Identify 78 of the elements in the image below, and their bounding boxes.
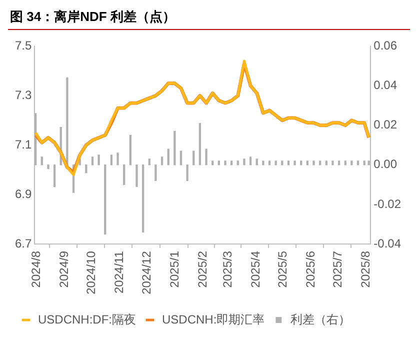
bar bbox=[332, 160, 334, 166]
x-tick-label: 2025/7 bbox=[330, 250, 345, 288]
legend-label: 利差（右） bbox=[290, 312, 351, 326]
y2-tick-label: 0.02 bbox=[374, 118, 398, 132]
y2-tick-label: -0.02 bbox=[374, 196, 402, 211]
bar bbox=[40, 156, 43, 166]
x-tick-label: 2025/5 bbox=[276, 250, 290, 288]
bar bbox=[249, 156, 252, 166]
x-tick-label: 2024/9 bbox=[57, 250, 72, 288]
x-tick-label: 2025/4 bbox=[248, 250, 263, 288]
bar bbox=[356, 160, 360, 166]
bar bbox=[318, 160, 322, 166]
bar bbox=[224, 160, 226, 166]
bar bbox=[66, 78, 68, 166]
bar bbox=[47, 164, 50, 170]
bar bbox=[262, 160, 264, 166]
bar bbox=[91, 156, 94, 166]
bar bbox=[85, 164, 88, 174]
y2-tick-label: -0.04 bbox=[374, 236, 402, 250]
bar bbox=[230, 160, 233, 166]
bar bbox=[205, 148, 208, 166]
bar bbox=[180, 150, 182, 166]
bar bbox=[344, 160, 346, 166]
bar bbox=[142, 164, 144, 232]
legend-label: USDCNH:DF:隔夜 bbox=[38, 312, 136, 326]
legend-label: USDCNH:即期汇率 bbox=[162, 312, 265, 326]
x-tick-label: 2024/8 bbox=[29, 250, 44, 288]
bar bbox=[198, 123, 202, 166]
x-tick-label: 2025/6 bbox=[304, 250, 318, 288]
bar bbox=[154, 164, 157, 182]
bar bbox=[174, 130, 176, 166]
bar bbox=[212, 160, 214, 166]
bar bbox=[281, 160, 284, 166]
y2-tick-label: 0.00 bbox=[374, 157, 398, 172]
bar bbox=[104, 164, 106, 234]
bar bbox=[148, 158, 150, 166]
x-tick-label: 2025/2 bbox=[195, 250, 210, 288]
y-tick-label: 7.3 bbox=[14, 88, 32, 102]
bar bbox=[274, 160, 277, 166]
bar bbox=[160, 156, 164, 166]
bar bbox=[167, 148, 170, 166]
bar bbox=[363, 160, 366, 166]
y2-tick-label: 0.06 bbox=[374, 38, 398, 53]
y-tick-label: 7.1 bbox=[14, 137, 32, 152]
bar bbox=[129, 134, 132, 166]
bar bbox=[53, 164, 56, 187]
y2-tick-label: 0.04 bbox=[374, 78, 398, 92]
bar bbox=[256, 158, 258, 166]
bar bbox=[218, 160, 220, 166]
bar bbox=[350, 160, 353, 166]
x-tick-label: 2025/3 bbox=[220, 250, 235, 288]
bar bbox=[236, 160, 239, 166]
bar bbox=[192, 150, 195, 166]
bar bbox=[186, 164, 188, 182]
y-tick-label: 6.7 bbox=[14, 236, 32, 250]
bar bbox=[136, 164, 138, 187]
bar bbox=[110, 154, 113, 166]
x-tick-label: 2024/10 bbox=[84, 250, 98, 294]
x-tick-label: 2025/8 bbox=[358, 250, 373, 288]
bar bbox=[294, 160, 296, 166]
bar bbox=[325, 160, 328, 166]
bar bbox=[306, 160, 309, 166]
bar bbox=[312, 160, 315, 166]
bar bbox=[287, 160, 290, 166]
x-tick-label: 2024/12 bbox=[139, 250, 154, 294]
bar bbox=[243, 158, 246, 166]
y-tick-label: 6.9 bbox=[14, 186, 32, 201]
bar bbox=[123, 164, 126, 185]
y-tick-label: 7.5 bbox=[14, 38, 32, 53]
bar bbox=[300, 160, 302, 166]
x-tick-label: 2025/1 bbox=[167, 250, 182, 288]
bar bbox=[338, 160, 340, 166]
bar bbox=[368, 160, 370, 166]
chart-title: 图 34：离岸NDF 利差（点） bbox=[8, 8, 410, 30]
x-tick-label: 2024/11 bbox=[112, 250, 126, 294]
bar bbox=[98, 154, 100, 166]
bar bbox=[268, 160, 271, 166]
bar bbox=[116, 152, 119, 166]
